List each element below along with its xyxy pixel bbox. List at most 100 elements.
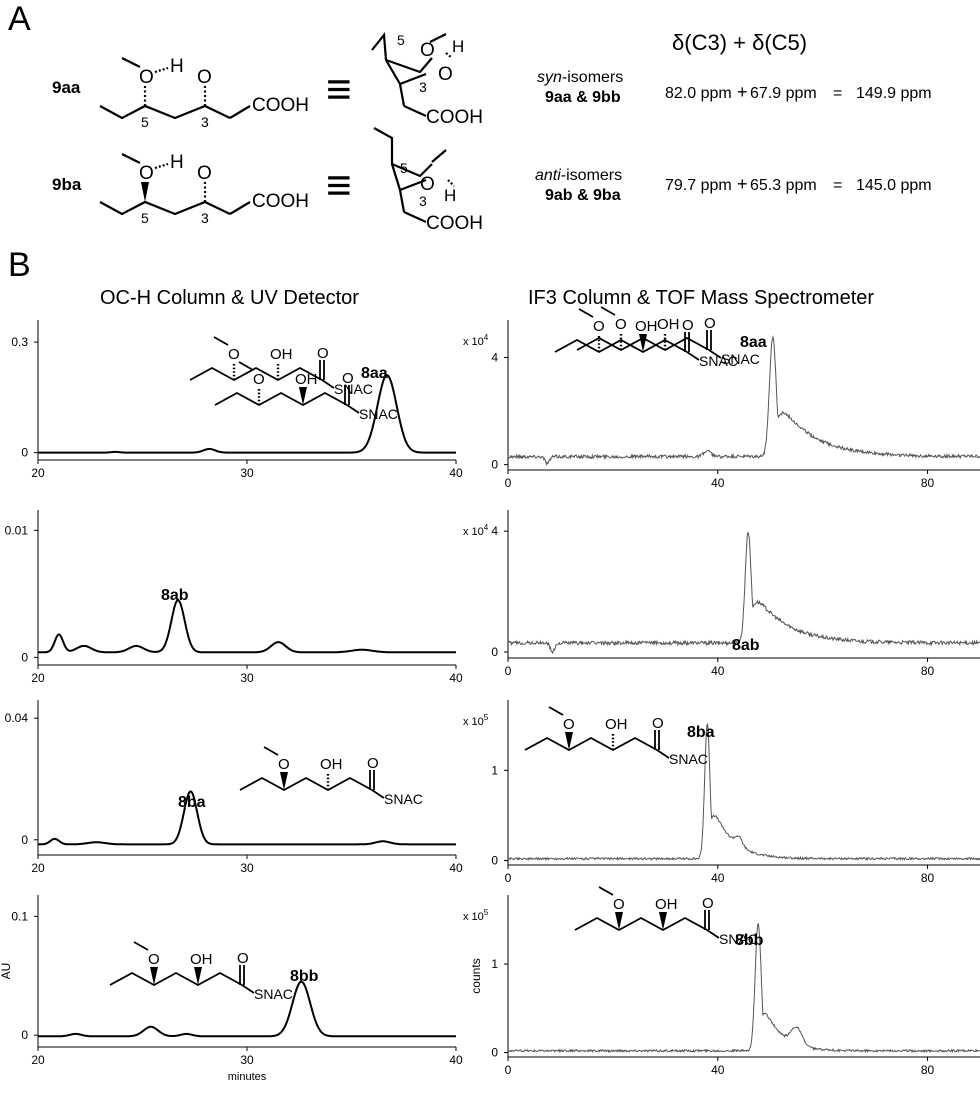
methyl-bond <box>548 706 564 716</box>
x-tick-label: 30 <box>240 466 254 480</box>
hydroxyl-h: H <box>170 152 184 173</box>
wedge-bond-c5 <box>141 182 149 202</box>
snac-label: SNAC <box>669 751 708 767</box>
isomer-type-label: anti-isomers <box>535 167 622 184</box>
thioester-bond <box>656 749 670 759</box>
ether-oxygen: O <box>139 67 154 88</box>
hydroxyl-label: OH <box>270 346 293 363</box>
methyl-bond <box>263 746 279 756</box>
hydroxyl-label: OH <box>190 951 213 968</box>
chair-acid-group: COOH <box>426 107 483 128</box>
isomer-type-label: syn-isomers <box>537 69 623 86</box>
methyl-bond <box>121 57 141 68</box>
x-tick-label: 40 <box>449 671 463 685</box>
structure-8bb: O OH O SNAC <box>574 886 758 947</box>
y-tick-label: 1 <box>491 763 498 777</box>
ring-lower <box>399 72 427 86</box>
isomer-pair: 9aa & 9bb <box>545 89 621 106</box>
wedge-bond-c5 <box>565 732 573 750</box>
hydroxyl-label: OH <box>295 371 318 388</box>
x-tick-label: 20 <box>31 861 45 875</box>
carbon-chain <box>189 366 323 382</box>
isomer-pair: 9ab & 9ba <box>545 187 621 204</box>
compound-label-8aa: 8aa <box>361 365 388 382</box>
x-tick-label: 40 <box>711 1063 725 1077</box>
x-tick-label: 80 <box>921 476 935 490</box>
snac-label: SNAC <box>334 381 373 397</box>
methyl-bond <box>133 941 149 951</box>
snac-label: SNAC <box>721 351 760 367</box>
ring-left <box>390 163 402 191</box>
carbon-number-5: 5 <box>141 114 149 130</box>
x-tick-label: 20 <box>31 671 45 685</box>
y-tick-label: 0 <box>21 833 28 847</box>
panel-a: A δ(C3) + δ(C5) 9aa O H O 5 3 COOH ≡ <box>8 0 932 234</box>
linear-structure-9aa <box>99 57 251 120</box>
plus-sign: + <box>737 82 748 102</box>
acid-bond <box>229 201 251 215</box>
compound-label-9aa: 9aa <box>52 78 81 97</box>
panel-a-letter: A <box>8 0 31 38</box>
shift-sum-header: δ(C3) + δ(C5) <box>672 30 807 55</box>
c5-shift: 67.9 ppm <box>750 85 817 102</box>
ether-oxygen: O <box>563 716 575 733</box>
isomer-type: syn <box>537 69 562 86</box>
c5-shift: 65.3 ppm <box>750 177 817 194</box>
h-bond-dashes <box>154 66 169 74</box>
chair-ether-oxygen: O <box>420 174 435 195</box>
equivalence-symbol: ≡ <box>326 65 352 114</box>
wedge-bond-c3 <box>299 387 307 405</box>
acid-group: COOH <box>252 95 309 116</box>
carbonyl-oxygen: O <box>367 755 379 772</box>
y-tick-label: 4 <box>491 524 498 538</box>
shift-sum: 149.9 ppm <box>856 85 932 102</box>
carbon-chain <box>524 736 658 752</box>
y-axis-label: AU <box>0 963 13 980</box>
hydroxyl-label: OH <box>605 716 628 733</box>
ether-oxygen: O <box>253 371 265 388</box>
carbonyl-oxygen: O <box>704 315 716 332</box>
carbon-number-3: 3 <box>201 114 209 130</box>
methyl-bond <box>600 306 616 316</box>
carbonyl-oxygen: O <box>702 895 714 912</box>
snac-label: SNAC <box>699 353 738 369</box>
row-9aa: 9aa O H O 5 3 COOH ≡ <box>52 32 932 130</box>
methyl-bond <box>238 361 254 371</box>
y-tick-label: 0.01 <box>5 523 29 537</box>
hydroxyl-oxygen: O <box>197 163 212 184</box>
c3-shift: 79.7 ppm <box>665 177 732 194</box>
y-tick-label: 0 <box>491 853 498 867</box>
carbon-chain <box>574 916 708 932</box>
wedge-bond-c3 <box>639 334 647 352</box>
hydroxyl-label: OH <box>657 316 680 333</box>
isomer-suffix: -isomers <box>561 167 622 184</box>
carbonyl-oxygen: O <box>317 345 329 362</box>
trace-8ba <box>38 790 456 846</box>
hydroxyl-label: OH <box>635 318 658 335</box>
linear-structure-9ba <box>99 153 251 216</box>
structure-8bb: O OH O SNAC <box>109 941 293 1002</box>
h-bond-dashes <box>154 162 169 170</box>
methyl-bond <box>431 149 447 163</box>
x-tick-label: 0 <box>505 871 512 885</box>
y-scale-label: x 105 <box>463 908 489 923</box>
x-tick-label: 30 <box>240 671 254 685</box>
methyl-bond <box>598 886 614 896</box>
thioester-bond <box>346 404 360 414</box>
x-tick-label: 40 <box>711 871 725 885</box>
y-tick-label: 0 <box>491 458 498 472</box>
isomer-suffix: -isomers <box>562 69 623 86</box>
wedge-bond-c3 <box>659 912 667 930</box>
trace-8bb <box>38 980 456 1038</box>
hydroxyl-h: H <box>170 56 184 77</box>
ch2-bond <box>398 83 406 107</box>
carbon-number-5: 5 <box>141 210 149 226</box>
chair-number-5: 5 <box>400 160 408 176</box>
carbon-chain <box>109 971 243 987</box>
compound-label-8ab: 8ab <box>732 637 760 654</box>
y-tick-label: 0.1 <box>11 909 28 923</box>
